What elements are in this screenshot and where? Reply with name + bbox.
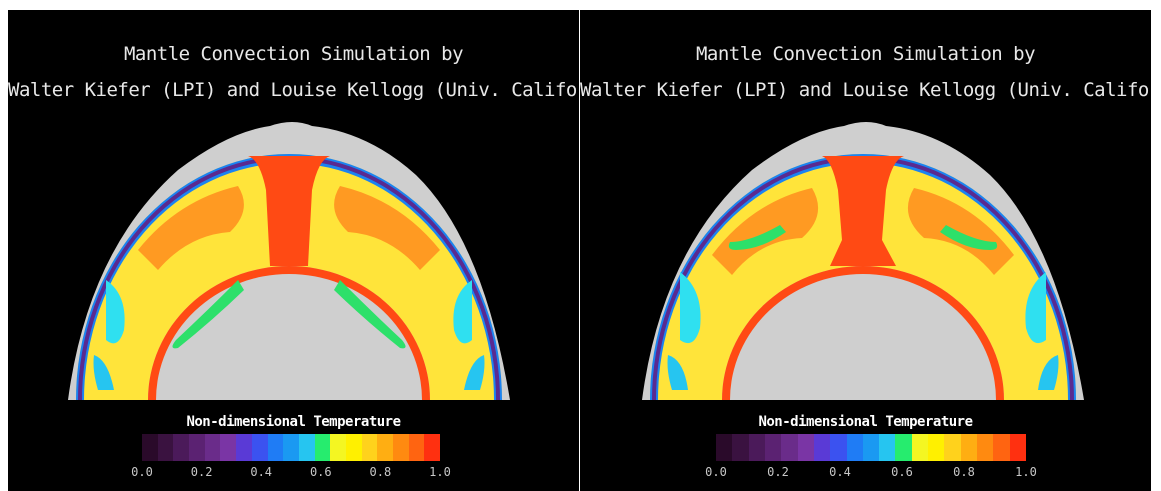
- colorbar-swatch: [267, 434, 284, 461]
- colorbar-title: Non-dimensional Temperature: [186, 414, 401, 430]
- mantle-convection-image: [68, 122, 510, 400]
- colorbar-swatch: [393, 434, 409, 461]
- mantle-convection-image: [642, 122, 1084, 400]
- colorbar-tick: 0.4: [829, 465, 851, 479]
- colorbar-tick: 0.2: [190, 465, 213, 479]
- colorbar-tick: 0.0: [131, 465, 153, 479]
- colorbar: [716, 434, 1026, 461]
- colorbar-swatch: [283, 434, 299, 461]
- colorbar-swatch: [204, 434, 221, 461]
- colorbar-swatch: [236, 434, 252, 461]
- colorbar-tick: 0.6: [891, 465, 913, 479]
- colorbar-swatch: [1009, 434, 1026, 461]
- colorbar-tick: 1.0: [1015, 465, 1037, 479]
- colorbar-swatch: [377, 434, 393, 461]
- colorbar-swatch: [314, 434, 331, 461]
- colorbar-swatch: [944, 434, 961, 461]
- colorbar-swatch: [173, 434, 190, 461]
- cold-downwelling-left: [106, 280, 125, 344]
- hot-plume: [248, 156, 330, 266]
- warm-region-left: [138, 186, 244, 270]
- colorbar-swatch: [716, 434, 733, 461]
- colorbar-swatch: [895, 434, 912, 461]
- simulation-panel-left: Mantle Convection Simulation by Walter K…: [8, 10, 579, 491]
- panel-title-line1: Mantle Convection Simulation by: [123, 43, 464, 65]
- hot-plume: [822, 156, 904, 266]
- panel-title-line1: Mantle Convection Simulation by: [695, 43, 1036, 65]
- colorbar-swatch: [298, 434, 315, 461]
- colorbar-tick: 0.6: [309, 465, 332, 479]
- cold-sheet-left: [172, 280, 244, 349]
- colorbar-swatch: [879, 434, 896, 461]
- colorbar-tick: 0.8: [369, 465, 392, 479]
- colorbar: [142, 434, 441, 461]
- colorbar-swatch: [764, 434, 782, 461]
- colorbar-swatch: [862, 434, 880, 461]
- warm-region-right: [907, 188, 1014, 275]
- colorbar-swatch: [251, 434, 268, 461]
- colorbar-swatch: [408, 434, 425, 461]
- colorbar-swatch: [189, 434, 205, 461]
- cold-downwelling-left: [680, 272, 701, 344]
- colorbar-swatch: [846, 434, 863, 461]
- panel-title-line2: Walter Kiefer (LPI) and Louise Kellogg (…: [580, 79, 1151, 101]
- colorbar-swatch: [142, 434, 158, 461]
- colorbar-swatch: [977, 434, 994, 461]
- colorbar-swatch: [345, 434, 362, 461]
- colorbar-ticks: 0.0 0.2 0.4 0.6 0.8 1.0: [131, 465, 451, 481]
- cold-blob-right: [464, 355, 485, 390]
- colorbar-tick: 0.0: [705, 465, 727, 479]
- colorbar-swatch: [993, 434, 1010, 461]
- cold-blob-right: [1038, 355, 1059, 390]
- panel-title-line2: Walter Kiefer (LPI) and Louise Kellogg (…: [8, 79, 579, 101]
- colorbar-title: Non-dimensional Temperature: [758, 414, 973, 430]
- colorbar-swatch: [960, 434, 977, 461]
- colorbar-swatch: [748, 434, 765, 461]
- colorbar-swatch: [797, 434, 814, 461]
- cold-blob-left: [667, 355, 688, 390]
- colorbar-swatch: [830, 434, 847, 461]
- colorbar-swatch: [732, 434, 749, 461]
- cold-sheet-right: [940, 225, 998, 250]
- colorbar-tick: 1.0: [429, 465, 451, 479]
- colorbar-swatch: [911, 434, 929, 461]
- cold-downwelling-right: [453, 280, 472, 344]
- colorbar-ticks: 0.0 0.2 0.4 0.6 0.8 1.0: [705, 465, 1037, 481]
- warm-region-right: [334, 186, 440, 270]
- colorbar-swatch: [781, 434, 798, 461]
- colorbar-swatch: [928, 434, 945, 461]
- colorbar-swatch: [330, 434, 346, 461]
- warm-region-left: [712, 188, 819, 275]
- cold-sheet-right: [334, 280, 406, 349]
- simulation-panel-right: Mantle Convection Simulation by Walter K…: [580, 10, 1151, 491]
- colorbar-tick: 0.8: [953, 465, 975, 479]
- cold-blob-left: [93, 355, 114, 390]
- cold-sheet-left: [728, 225, 786, 250]
- colorbar-swatch: [424, 434, 441, 461]
- colorbar-swatch: [813, 434, 831, 461]
- colorbar-tick: 0.4: [250, 465, 273, 479]
- colorbar-swatch: [157, 434, 174, 461]
- colorbar-swatch: [361, 434, 378, 461]
- colorbar-tick: 0.2: [767, 465, 789, 479]
- cold-downwelling-right: [1025, 272, 1046, 344]
- colorbar-swatch: [220, 434, 237, 461]
